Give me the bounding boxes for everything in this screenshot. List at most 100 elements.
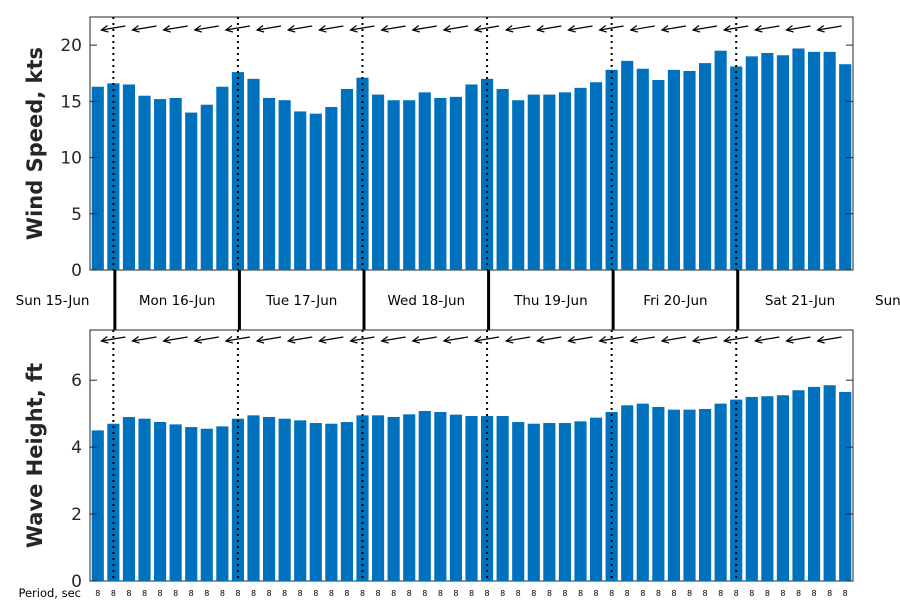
wave-direction-arrow (536, 336, 562, 344)
period-value: 8 (407, 589, 412, 598)
wave-bar (699, 408, 712, 581)
wave-tick-label: 2 (71, 505, 82, 525)
wind-bar (185, 112, 198, 270)
wind-bar (839, 64, 852, 270)
period-value: 8 (485, 589, 490, 598)
wind-bar (340, 88, 354, 271)
period-value: 8 (251, 589, 256, 598)
period-value: 8 (360, 589, 365, 598)
wave-bar (387, 417, 400, 581)
period-value: 8 (126, 589, 131, 598)
wave-bar (621, 405, 634, 581)
wind-direction-arrows (100, 25, 842, 33)
wave-bar (652, 406, 665, 581)
wave-bar (808, 386, 821, 581)
wind-bar (683, 70, 696, 270)
wind-direction-arrow (816, 25, 842, 33)
wind-direction-arrow (504, 25, 531, 33)
period-values: 8 8 8 8 8 8 8 8 8 8 8 8 8 8 8 8 8 8 8 8 8 8 8 8 8 8 8 8 8 8 8 8 8 8 8 8 8 8 8 8… (95, 589, 848, 598)
period-value: 8 (843, 589, 848, 598)
wave-direction-arrow (286, 336, 313, 344)
wind-bar (527, 94, 540, 270)
period-value: 8 (267, 589, 272, 598)
period-value: 8 (95, 589, 100, 598)
wave-tick-label: 0 (71, 572, 82, 592)
period-title: Period, sec (18, 586, 81, 600)
wind-tick-label: 15 (60, 92, 82, 112)
wind-bar (699, 63, 712, 270)
wind-direction-arrow (629, 25, 655, 33)
wind-speed-axis-title: Wind Speed, kts (23, 47, 47, 240)
wave-direction-arrow (660, 336, 687, 344)
wave-bar (122, 417, 136, 581)
wind-bar (434, 97, 447, 271)
period-value: 8 (111, 589, 116, 598)
wind-tick-label: 5 (71, 205, 82, 225)
wave-bar (107, 423, 120, 581)
wave-direction-arrow (785, 336, 811, 344)
period-value: 8 (656, 589, 661, 598)
period-value: 8 (469, 589, 474, 598)
wind-bar (216, 86, 229, 270)
period-value: 8 (827, 589, 832, 598)
wave-tick-label: 6 (71, 371, 82, 391)
wind-bar (263, 97, 276, 271)
wind-bar (231, 72, 245, 270)
wind-bar (294, 111, 307, 270)
wind-bar (325, 106, 338, 271)
wave-bar (605, 411, 618, 581)
wave-bar (200, 428, 213, 581)
wind-direction-arrow (536, 25, 562, 33)
period-value: 8 (298, 589, 303, 598)
period-value: 8 (329, 589, 334, 598)
period-value: 8 (422, 589, 427, 598)
wave-bar (247, 415, 260, 581)
period-value: 8 (609, 589, 614, 598)
period-value: 8 (500, 589, 505, 598)
wind-direction-arrow (473, 25, 500, 33)
wind-direction-arrow (722, 25, 749, 33)
wind-bar (761, 52, 774, 271)
wave-direction-arrow (816, 336, 842, 344)
day-label: Tue 17-Jun (265, 293, 337, 309)
period-value: 8 (734, 589, 739, 598)
wind-direction-arrow (442, 25, 469, 33)
wave-bar (590, 417, 603, 581)
wind-bar (792, 48, 805, 271)
wave-bar (294, 420, 307, 581)
wave-direction-arrow (131, 336, 157, 344)
wind-bar (309, 113, 322, 270)
wave-bar (465, 416, 478, 581)
wave-bar (309, 423, 322, 581)
wave-height-panel: 0 2 4 6 Wave Height, ft (23, 329, 854, 592)
period-value: 8 (640, 589, 645, 598)
wind-bar (465, 84, 478, 270)
wave-direction-arrow (504, 336, 531, 344)
wave-bar (154, 422, 167, 581)
wind-bar (122, 84, 136, 270)
wave-direction-arrow (473, 336, 500, 344)
wave-direction-arrow (224, 336, 251, 344)
wind-direction-arrow (785, 25, 811, 33)
period-value: 8 (282, 589, 287, 598)
wave-direction-arrow (598, 336, 624, 344)
wave-direction-arrow (380, 336, 406, 344)
wind-bar (714, 50, 727, 271)
wave-direction-arrow (193, 336, 219, 344)
wind-bar (621, 60, 634, 270)
period-value: 8 (765, 589, 770, 598)
wave-bar (169, 424, 182, 581)
wind-bar (776, 55, 790, 271)
wave-bar (340, 422, 354, 581)
period-value: 8 (220, 589, 225, 598)
wave-bar (543, 423, 556, 581)
wind-speed-panel: 0 5 10 15 20 Wind Speed, kts (23, 16, 854, 281)
wind-direction-arrow (318, 25, 344, 33)
wind-direction-arrow (224, 25, 251, 33)
wave-bar (667, 409, 681, 581)
wave-bar (683, 409, 696, 581)
period-value: 8 (749, 589, 754, 598)
wind-bar (154, 99, 167, 270)
day-label: Wed 18-Jun (387, 293, 465, 309)
